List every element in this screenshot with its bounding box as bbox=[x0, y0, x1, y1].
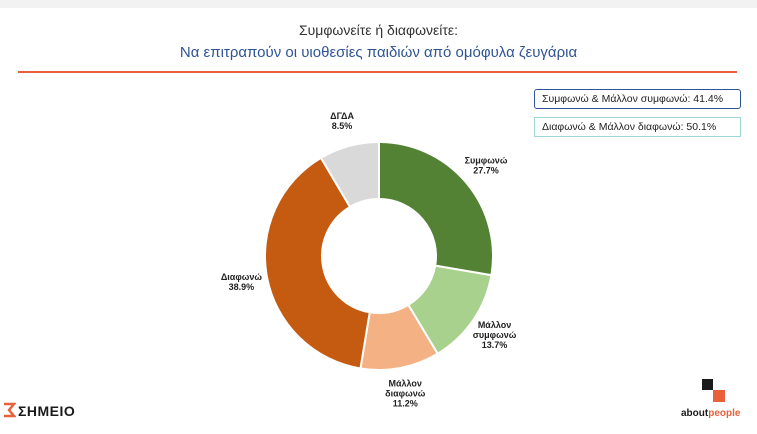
summary-disagree-box: Διαφωνώ & Μάλλον διαφωνώ: 50.1% bbox=[534, 117, 741, 137]
value-label-mallon-sumfono: 13.7% bbox=[482, 340, 508, 350]
value-label-diafono: 38.9% bbox=[229, 282, 255, 292]
value-label-sumfono: 27.7% bbox=[473, 166, 499, 176]
title-divider bbox=[18, 71, 737, 73]
aboutpeople-logo: aboutpeople bbox=[681, 408, 740, 419]
category-label-diafono: Διαφωνώ bbox=[221, 272, 263, 282]
category-label-dgda: ΔΓΔΑ bbox=[330, 111, 354, 121]
chart-title: Συμφωνείτε ή διαφωνείτε: bbox=[298, 22, 459, 38]
slice-diafono bbox=[264, 156, 371, 370]
category-label-mallon-diafono: Μάλλον bbox=[389, 379, 422, 389]
category-label-sumfono: Συμφωνώ bbox=[465, 156, 508, 166]
category-label-mallon-diafono: διαφωνώ bbox=[385, 389, 426, 399]
summary-agree-box: Συμφωνώ & Μάλλον συμφωνώ: 41.4% bbox=[534, 89, 741, 109]
simeio-logo: ΣΗΜΕΙΟ bbox=[18, 403, 76, 419]
aboutpeople-logo-icon bbox=[702, 379, 725, 402]
aboutpeople-logo-main: about bbox=[681, 408, 709, 419]
category-label-mallon-sumfono: Μάλλον bbox=[478, 320, 511, 330]
top-bar bbox=[0, 0, 757, 8]
slice-sumfono bbox=[378, 140, 494, 277]
aboutpeople-logo-accent: people bbox=[708, 408, 741, 419]
value-label-mallon-diafono: 11.2% bbox=[393, 399, 418, 409]
category-label-mallon-sumfono: συμφωνώ bbox=[473, 330, 517, 340]
slice-dgda bbox=[319, 140, 380, 209]
value-label-dgda: 8.5% bbox=[332, 121, 353, 131]
chart-subtitle: Να επιτραπούν οι υιοθεσίες παιδιών από ο… bbox=[179, 44, 578, 61]
simeio-logo-icon bbox=[4, 402, 16, 418]
